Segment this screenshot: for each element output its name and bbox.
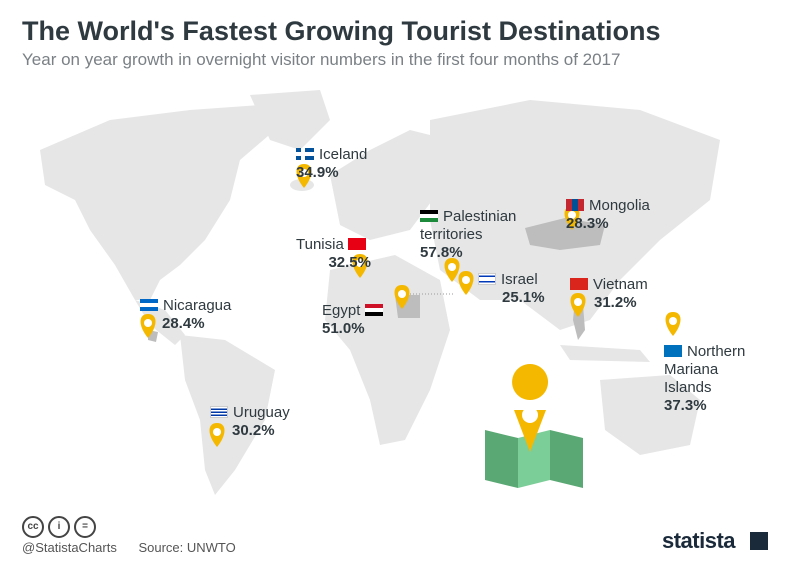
twitter-handle[interactable]: @StatistaCharts (22, 540, 117, 555)
country-name: Tunisia (296, 236, 344, 253)
country-value: 34.9% (296, 164, 339, 181)
pin-iceland (296, 164, 312, 188)
country-name: Nicaragua (163, 297, 232, 314)
pin-tunisia (352, 254, 368, 278)
label-northern-mariana-islands: Northern Mariana Islands 37.3% (664, 343, 745, 415)
label-uruguay: Uruguay 30.2% (210, 404, 290, 440)
footer: @StatistaCharts Source: UNWTO (22, 540, 236, 555)
label-vietnam: Vietnam 31.2% (570, 276, 648, 312)
statista-logo[interactable]: statista (662, 528, 736, 553)
country-name: Egypt (322, 302, 361, 319)
country-value: 28.3% (566, 215, 609, 232)
country-value: 51.0% (322, 320, 365, 337)
pin-mongolia (564, 206, 580, 230)
country-value: 30.2% (232, 422, 275, 439)
pin-israel (458, 271, 474, 295)
country-name: Northern Mariana Islands (664, 343, 746, 396)
australia-landmass (600, 375, 700, 455)
pin-egypt (394, 285, 410, 309)
central-america-landmass (135, 300, 185, 345)
label-tunisia: Tunisia 32.5% (296, 236, 371, 272)
israel-flag-icon (478, 273, 496, 285)
country-name: Vietnam (593, 276, 648, 293)
statista-logo-mark (750, 532, 768, 550)
iceland-flag-icon (296, 148, 314, 160)
label-palestinian-territories: Palestinian territories 57.8% (420, 208, 516, 262)
pin-vietnam (570, 293, 586, 317)
attribution-icon[interactable]: i (48, 516, 70, 538)
vietnam-flag-icon (570, 278, 588, 290)
greenland-landmass (250, 90, 330, 150)
pin-northern-mariana-islands (665, 312, 681, 336)
country-name: Uruguay (233, 404, 290, 421)
label-mongolia: Mongolia 28.3% (566, 197, 650, 233)
location-pins (140, 164, 681, 447)
country-name: Mongolia (589, 197, 650, 214)
label-nicaragua: Nicaragua 28.4% (140, 297, 231, 333)
no-derivatives-icon[interactable]: = (74, 516, 96, 538)
nicaragua-flag-icon (140, 299, 158, 311)
label-egypt: Egypt 51.0% (322, 302, 388, 338)
country-value: 28.4% (162, 315, 205, 332)
pin-uruguay (209, 423, 225, 447)
country-name: Palestinian territories (420, 208, 517, 243)
country-value: 57.8% (420, 244, 463, 261)
chart-subtitle: Year on year growth in overnight visitor… (22, 50, 621, 69)
cc-license-icon[interactable]: cc (22, 516, 44, 538)
folded-map-icon (485, 364, 583, 488)
country-value: 31.2% (594, 294, 637, 311)
country-value: 25.1% (502, 289, 545, 306)
country-name: Israel (501, 271, 538, 288)
pin-palestinian-territories (444, 258, 460, 282)
country-name: Iceland (319, 146, 368, 163)
uruguay-flag-icon (210, 406, 228, 418)
north-america-landmass (40, 105, 275, 300)
indonesia-landmass (560, 345, 650, 362)
mongolia-highlight (525, 218, 605, 250)
country-value: 32.5% (328, 254, 371, 271)
northern-mariana-flag-icon (664, 345, 682, 357)
label-iceland: Iceland 34.9% (296, 146, 367, 182)
country-value: 37.3% (664, 397, 707, 414)
tunisia-flag-icon (347, 238, 366, 250)
source-text: Source: UNWTO (138, 540, 236, 555)
mongolia-flag-icon (566, 199, 584, 211)
pin-nicaragua (140, 314, 156, 338)
palestine-flag-icon (420, 210, 438, 222)
label-israel: Israel 25.1% (478, 271, 545, 307)
chart-title: The World's Fastest Growing Tourist Dest… (22, 16, 661, 46)
egypt-flag-icon (364, 304, 383, 316)
africa-landmass (325, 255, 450, 445)
